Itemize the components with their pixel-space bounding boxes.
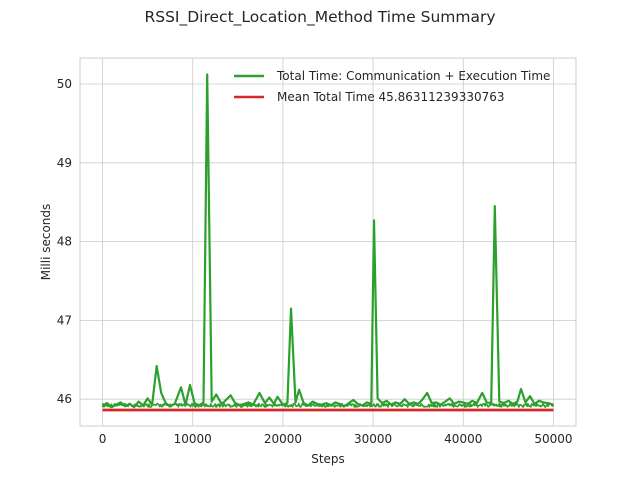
plot-area bbox=[79, 57, 577, 427]
x-tick-label: 10000 bbox=[174, 432, 212, 446]
chart-title: RSSI_Direct_Location_Method Time Summary bbox=[144, 8, 495, 27]
legend: Total Time: Communication + Execution Ti… bbox=[234, 69, 550, 104]
y-axis-label: Milli seconds bbox=[39, 204, 53, 281]
x-tick-label: 0 bbox=[99, 432, 107, 446]
x-axis-label: Steps bbox=[311, 452, 345, 466]
legend-label-mean: Mean Total Time 45.86311239330763 bbox=[277, 90, 505, 104]
y-tick-label: 47 bbox=[57, 313, 72, 327]
series-total-time-line bbox=[101, 73, 554, 409]
series-total-time-noise bbox=[101, 402, 555, 408]
y-tick-label: 48 bbox=[57, 235, 72, 249]
x-tick-label: 30000 bbox=[354, 432, 392, 446]
x-tick-label: 20000 bbox=[264, 432, 302, 446]
y-tick-label: 46 bbox=[57, 392, 72, 406]
x-tick-label: 40000 bbox=[444, 432, 482, 446]
legend-label-total-time: Total Time: Communication + Execution Ti… bbox=[276, 69, 550, 83]
x-axis-ticks: 0 10000 20000 30000 40000 50000 bbox=[99, 432, 573, 446]
y-axis-ticks: 46 47 48 49 50 bbox=[57, 77, 72, 406]
x-tick-label: 50000 bbox=[534, 432, 572, 446]
y-tick-label: 49 bbox=[57, 156, 72, 170]
grid bbox=[80, 58, 576, 426]
y-tick-label: 50 bbox=[57, 77, 72, 91]
series-layer bbox=[101, 73, 555, 412]
